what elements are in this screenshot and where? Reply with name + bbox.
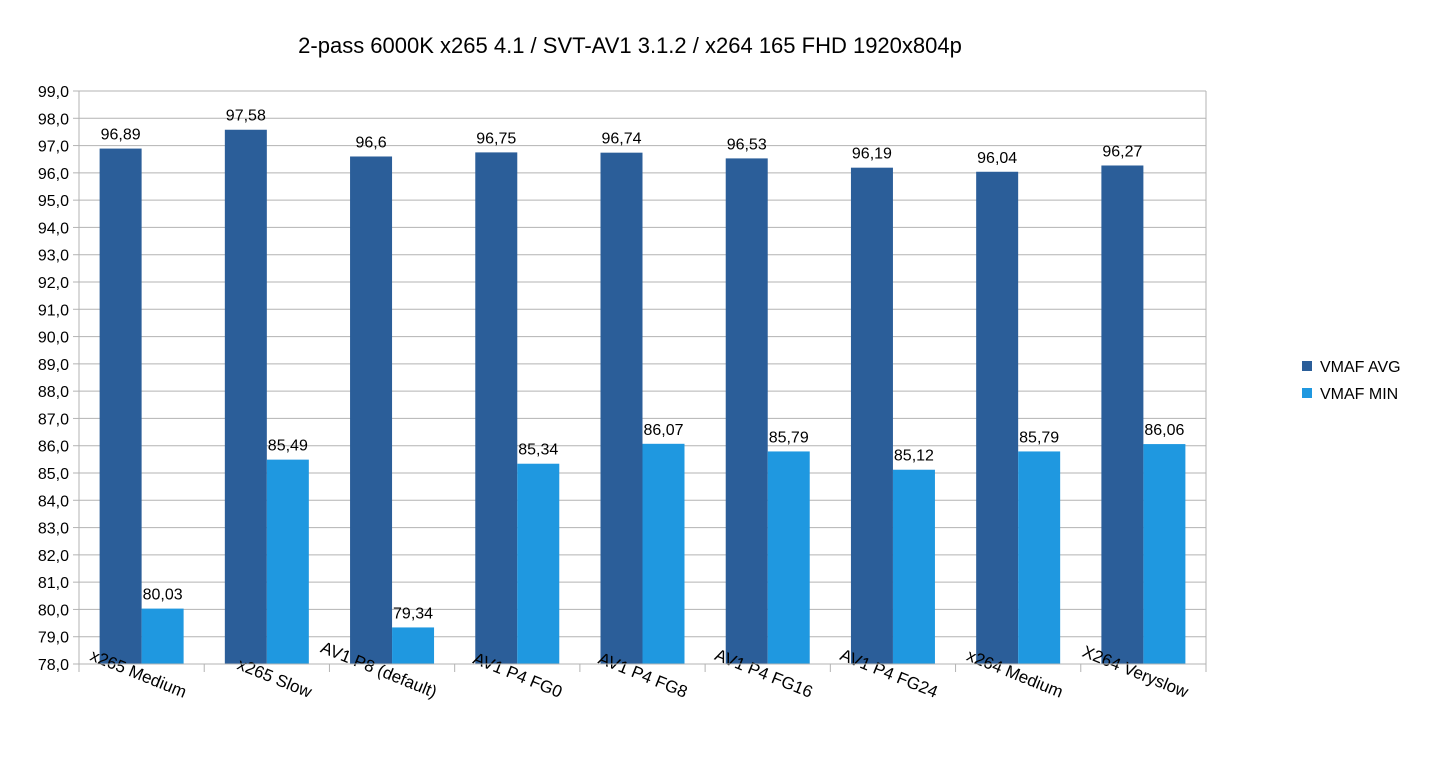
data-label: 79,34 [393,605,433,622]
y-tick-label: 81,0 [38,575,69,592]
bar-vmaf-min [1018,451,1061,664]
data-label: 86,06 [1144,422,1184,439]
bar-vmaf-min [517,463,560,664]
bar-vmaf-avg [224,129,267,664]
bar-vmaf-min [767,451,810,664]
bar-vmaf-avg [850,167,893,664]
bar-vmaf-min [1143,444,1186,664]
y-tick-label: 90,0 [38,330,69,347]
legend-label: VMAF MIN [1320,386,1398,403]
y-tick-label: 86,0 [38,439,69,456]
y-tick-label: 91,0 [38,302,69,319]
axes [78,91,1207,665]
data-label: 96,19 [852,146,892,163]
data-label: 85,79 [769,429,809,446]
legend: VMAF AVG VMAF MIN [1302,359,1401,403]
legend-swatch [1302,361,1312,371]
data-label: 96,89 [101,127,141,144]
data-label: 85,49 [268,438,308,455]
bar-vmaf-avg [1101,165,1144,665]
y-tick-label: 80,0 [38,602,69,619]
y-axis-ticks: 78,0 79,0 80,0 81,0 82,0 83,0 84,0 85,0 86,0 87,0… [38,84,79,674]
y-tick-label: 99,0 [38,84,69,101]
bar-vmaf-avg [725,158,768,664]
bar-vmaf-min [266,459,309,664]
data-label: 96,04 [977,150,1017,167]
y-tick-label: 98,0 [38,111,69,128]
y-tick-label: 79,0 [38,630,69,647]
y-tick-label: 82,0 [38,548,69,565]
bar-vmaf-avg [475,152,518,664]
y-tick-label: 85,0 [38,466,69,483]
data-label: 85,79 [1019,429,1059,446]
bars [99,129,1186,665]
y-tick-label: 78,0 [38,657,69,674]
y-tick-label: 94,0 [38,220,69,237]
y-tick-label: 96,0 [38,166,69,183]
y-tick-label: 87,0 [38,411,69,428]
data-label: 80,03 [143,587,183,604]
y-tick-label: 89,0 [38,357,69,374]
data-label: 85,12 [894,448,934,465]
data-label: 96,75 [476,130,516,147]
y-tick-label: 84,0 [38,493,69,510]
y-tick-label: 83,0 [38,521,69,538]
y-tick-label: 92,0 [38,275,69,292]
legend-label: VMAF AVG [1320,359,1401,376]
data-label: 96,74 [601,131,641,148]
data-label: 86,07 [643,422,683,439]
y-tick-label: 88,0 [38,384,69,401]
y-tick-label: 95,0 [38,193,69,210]
legend-swatch [1302,388,1312,398]
chart-title: 2-pass 6000K x265 4.1 / SVT-AV1 3.1.2 / … [298,33,962,58]
bar-vmaf-avg [350,156,393,664]
bar-vmaf-min [141,608,184,664]
bar-vmaf-avg [99,148,142,664]
data-label: 96,27 [1102,143,1142,160]
bar-vmaf-avg [600,152,643,664]
data-label: 85,34 [518,442,558,459]
bar-vmaf-min [642,443,685,664]
bar-vmaf-avg [976,171,1019,664]
data-label: 96,6 [355,134,386,151]
bar-vmaf-min [392,627,435,664]
bar-vmaf-min [892,469,935,664]
data-label: 96,53 [727,136,767,153]
y-tick-label: 93,0 [38,248,69,265]
data-label: 97,58 [226,108,266,125]
y-tick-label: 97,0 [38,139,69,156]
data-labels: 96,89 80,03 97,58 85,49 96,6 79,34 96,75 85,34 9… [101,108,1185,623]
